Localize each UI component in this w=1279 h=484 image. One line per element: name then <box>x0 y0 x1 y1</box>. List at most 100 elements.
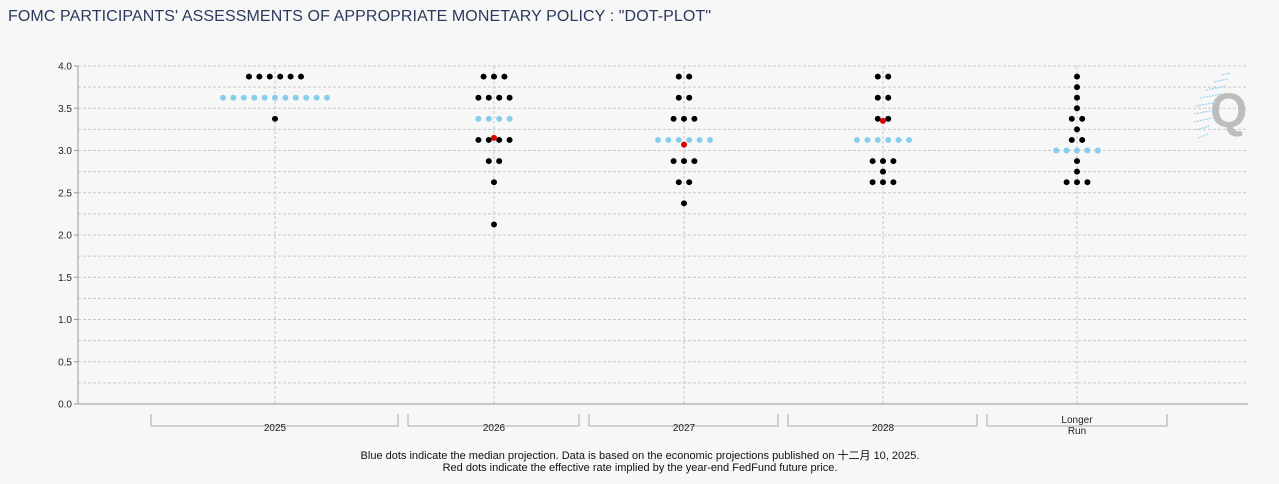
participant-dot <box>874 115 881 122</box>
participant-dot <box>475 136 482 143</box>
participant-dot <box>496 136 503 143</box>
y-tick-label: 4.0 <box>58 62 72 73</box>
participant-dot <box>681 158 687 165</box>
watermark-letter: Q <box>1210 85 1247 138</box>
participant-dot <box>506 94 513 101</box>
participant-dot <box>686 94 693 101</box>
category-bracket <box>986 414 1168 427</box>
category-label: Longer <box>1061 415 1093 426</box>
watermark-streak <box>1197 133 1209 139</box>
participant-dot <box>670 115 677 122</box>
participant-dot <box>480 73 487 80</box>
participant-dot <box>256 73 263 80</box>
median-dot <box>1053 147 1060 154</box>
median-dot <box>1063 147 1070 154</box>
participant-dot <box>1063 179 1070 186</box>
participant-dot <box>1068 115 1075 122</box>
median-dot <box>675 136 682 143</box>
participant-dot <box>485 136 492 143</box>
category-bracket <box>588 414 779 427</box>
y-tick-label: 3.0 <box>58 146 72 157</box>
participant-dot <box>686 179 693 186</box>
participant-dot <box>670 158 677 165</box>
median-dot <box>506 115 513 122</box>
participant-dot <box>506 136 513 143</box>
watermark-streak <box>1193 109 1215 115</box>
median-dot <box>485 115 492 122</box>
median-dot <box>707 136 713 143</box>
participant-dot <box>485 158 492 165</box>
participant-dot <box>1074 105 1080 112</box>
median-dot <box>282 94 289 101</box>
participant-dot <box>298 73 304 80</box>
watermark-streak <box>1195 125 1211 131</box>
participant-dot <box>675 179 682 186</box>
y-tick-label: 2.0 <box>58 231 72 242</box>
median-dot <box>686 136 693 143</box>
median-dot <box>475 115 482 122</box>
participant-dot <box>686 73 693 80</box>
median-dot <box>240 94 247 101</box>
median-dot <box>696 136 703 143</box>
footnote-line-2: Red dots indicate the effective rate imp… <box>442 462 838 474</box>
y-tick-label: 3.5 <box>58 104 72 115</box>
participant-dot <box>272 115 278 122</box>
participant-dot <box>675 94 682 101</box>
y-tick-label: 0.5 <box>58 357 72 368</box>
category-bracket <box>150 414 399 427</box>
participant-dot <box>1074 84 1080 91</box>
implied-rate-dot <box>681 141 687 148</box>
y-tick-label: 1.0 <box>58 315 72 326</box>
chart-title: FOMC PARTICIPANTS' ASSESSMENTS OF APPROP… <box>8 8 712 25</box>
median-dot <box>655 136 661 143</box>
participant-dot <box>1074 126 1080 133</box>
median-dot <box>665 136 672 143</box>
footnote: Blue dots indicate the median projection… <box>340 450 940 474</box>
implied-rate-dot <box>491 134 497 141</box>
participant-dot <box>496 94 503 101</box>
participant-dot <box>885 94 892 101</box>
watermark-streak <box>1205 85 1227 91</box>
median-dot <box>324 94 330 101</box>
median-dot <box>1094 147 1101 154</box>
participant-dot <box>266 73 273 80</box>
participant-dot <box>869 179 876 186</box>
category-label: 2026 <box>483 423 506 434</box>
watermark-logo: Q <box>1193 72 1247 139</box>
y-tick-label: 1.5 <box>58 273 72 284</box>
participant-dot <box>1084 179 1091 186</box>
median-dot <box>1084 147 1091 154</box>
participant-dot <box>890 158 897 165</box>
median-dot <box>1074 147 1080 154</box>
dot-plot-chart: 0.0 0.5 1.0 1.5 2.0 2.5 3.0 3.5 4.0 2025 2026 2027… <box>58 62 1248 437</box>
category-label: 2025 <box>264 423 287 434</box>
participant-dot <box>485 94 492 101</box>
median-dot <box>906 136 912 143</box>
participant-dot <box>501 73 508 80</box>
participant-dot <box>491 179 497 186</box>
participant-dot <box>874 94 881 101</box>
participant-dot <box>675 73 682 80</box>
grid <box>78 65 1248 405</box>
participant-dot <box>491 221 497 228</box>
participant-dot <box>1068 136 1075 143</box>
participant-dot <box>1079 136 1086 143</box>
participant-dot <box>880 179 886 186</box>
participant-dot <box>890 179 897 186</box>
participant-dot <box>869 158 876 165</box>
participant-dot <box>1074 73 1080 80</box>
median-dot <box>895 136 902 143</box>
y-axis: 0.0 0.5 1.0 1.5 2.0 2.5 3.0 3.5 4.0 <box>58 62 79 411</box>
watermark-streak <box>1195 101 1219 107</box>
participant-dot <box>874 73 881 80</box>
participant-dot <box>1074 179 1080 186</box>
participant-dot <box>491 73 497 80</box>
participant-dot <box>681 115 687 122</box>
median-dot <box>230 94 237 101</box>
median-dot <box>272 94 278 101</box>
median-dot <box>885 136 892 143</box>
participant-dot <box>1074 168 1080 175</box>
participant-dot <box>246 73 252 80</box>
median-dot <box>261 94 268 101</box>
